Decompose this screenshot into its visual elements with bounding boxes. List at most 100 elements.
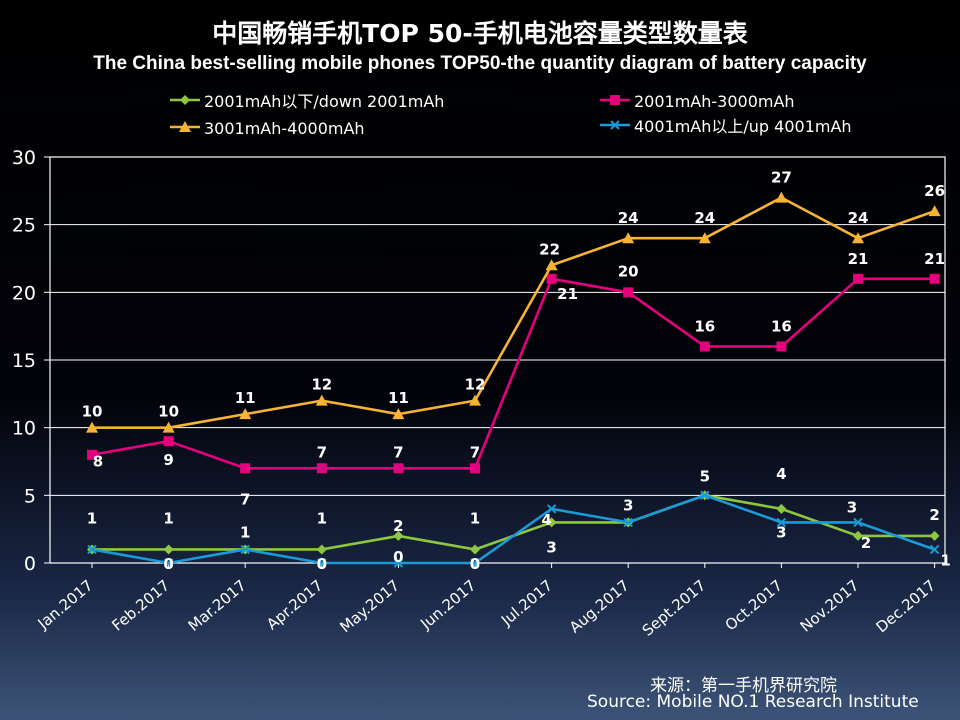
data-point	[393, 530, 404, 541]
data-point	[852, 232, 864, 244]
series-4	[87, 490, 940, 568]
data-label: 1	[470, 509, 480, 527]
data-point	[470, 544, 480, 555]
data-label: 3	[546, 538, 556, 556]
data-point	[622, 232, 635, 244]
data-label: 10	[82, 403, 103, 421]
data-point	[776, 503, 787, 514]
data-label: 11	[388, 389, 409, 407]
data-point	[469, 394, 481, 406]
y-tick-label: 25	[12, 215, 36, 237]
data-point	[163, 558, 174, 568]
data-label: 24	[694, 209, 715, 227]
data-point	[162, 421, 175, 433]
x-tick-label: Nov.2017	[797, 576, 863, 635]
data-point	[928, 205, 941, 217]
data-label: 10	[158, 403, 179, 421]
data-point	[929, 530, 940, 541]
data-label: 7	[240, 490, 250, 508]
data-point	[87, 449, 97, 460]
data-label: 3	[623, 496, 633, 514]
data-point	[317, 558, 327, 568]
series-line	[92, 196, 936, 429]
data-point	[392, 408, 405, 420]
data-label: 24	[848, 209, 869, 227]
data-label: 11	[235, 389, 256, 407]
x-tick-label: Aug.2017	[566, 576, 633, 636]
data-label: 21	[848, 250, 869, 268]
data-label: 7	[393, 443, 403, 461]
data-label: 20	[618, 262, 639, 280]
marker-x-stroke	[317, 558, 327, 568]
data-point	[470, 558, 480, 568]
x-tick-label: May.2017	[336, 576, 403, 636]
marker-x-stroke	[929, 544, 940, 555]
marker-x-stroke	[610, 120, 620, 130]
data-point	[699, 341, 710, 352]
data-label: 12	[465, 376, 486, 394]
legend-item: 2001mAh-3000mAh	[600, 92, 795, 111]
data-label: 2	[929, 506, 939, 524]
x-tick-label: Oct.2017	[722, 576, 786, 634]
data-point	[929, 544, 940, 555]
x-tick-label: Feb.2017	[108, 576, 173, 634]
data-label: 2	[393, 517, 403, 535]
data-label: 7	[470, 443, 480, 461]
data-label: 3	[847, 498, 857, 516]
legend-marker	[180, 95, 190, 105]
y-tick-label: 20	[12, 282, 36, 304]
x-tick-label: Mar.2017	[185, 576, 250, 635]
data-label: 5	[700, 467, 710, 485]
data-point	[853, 530, 863, 541]
legend-label: 4001mAh以上/up 4001mAh	[634, 117, 852, 136]
data-point	[393, 558, 404, 568]
data-point	[929, 273, 940, 284]
data-point	[393, 463, 404, 474]
y-tick-label: 0	[24, 553, 36, 575]
data-point	[86, 421, 98, 433]
y-tick-label: 15	[12, 350, 36, 372]
data-point	[545, 259, 558, 271]
data-label: 0	[163, 555, 173, 573]
legend-item: 3001mAh-4000mAh	[170, 119, 365, 138]
data-point	[776, 517, 787, 528]
data-point	[316, 463, 327, 474]
data-label: 12	[311, 376, 332, 394]
data-point	[546, 273, 557, 284]
data-label: 2	[861, 534, 871, 552]
data-label: 21	[557, 285, 578, 303]
data-point	[240, 463, 251, 474]
x-tick-label: Apr.2017	[263, 576, 326, 633]
series-3	[86, 191, 941, 433]
data-label: 26	[924, 182, 945, 200]
data-point	[853, 517, 863, 528]
legend-marker	[610, 95, 620, 105]
marker-x-stroke	[546, 504, 557, 514]
data-point	[853, 273, 863, 284]
data-label: 1	[163, 509, 173, 527]
data-point	[546, 504, 557, 514]
data-label: 4	[776, 465, 786, 483]
marker-x-stroke	[776, 517, 787, 528]
data-point	[700, 490, 710, 501]
legend-label: 3001mAh-4000mAh	[204, 119, 365, 138]
data-point	[240, 544, 250, 555]
marker-x-stroke	[163, 558, 174, 568]
x-tick-label: Dec.2017	[872, 576, 939, 636]
data-point	[776, 341, 787, 352]
marker-x-stroke	[853, 517, 863, 528]
data-point	[163, 436, 174, 447]
data-point	[623, 287, 634, 298]
legend-marker	[610, 120, 620, 130]
data-label: 27	[771, 169, 792, 187]
data-label: 9	[163, 451, 173, 469]
chart-subtitle: The China best-selling mobile phones TOP…	[93, 53, 867, 74]
x-tick-label: Jun.2017	[416, 576, 479, 633]
data-label: 1	[240, 523, 250, 541]
marker-x-stroke	[470, 558, 480, 568]
data-label: 22	[539, 240, 560, 258]
legend-marker	[179, 121, 191, 132]
data-point	[546, 517, 557, 528]
series-line	[91, 277, 935, 470]
